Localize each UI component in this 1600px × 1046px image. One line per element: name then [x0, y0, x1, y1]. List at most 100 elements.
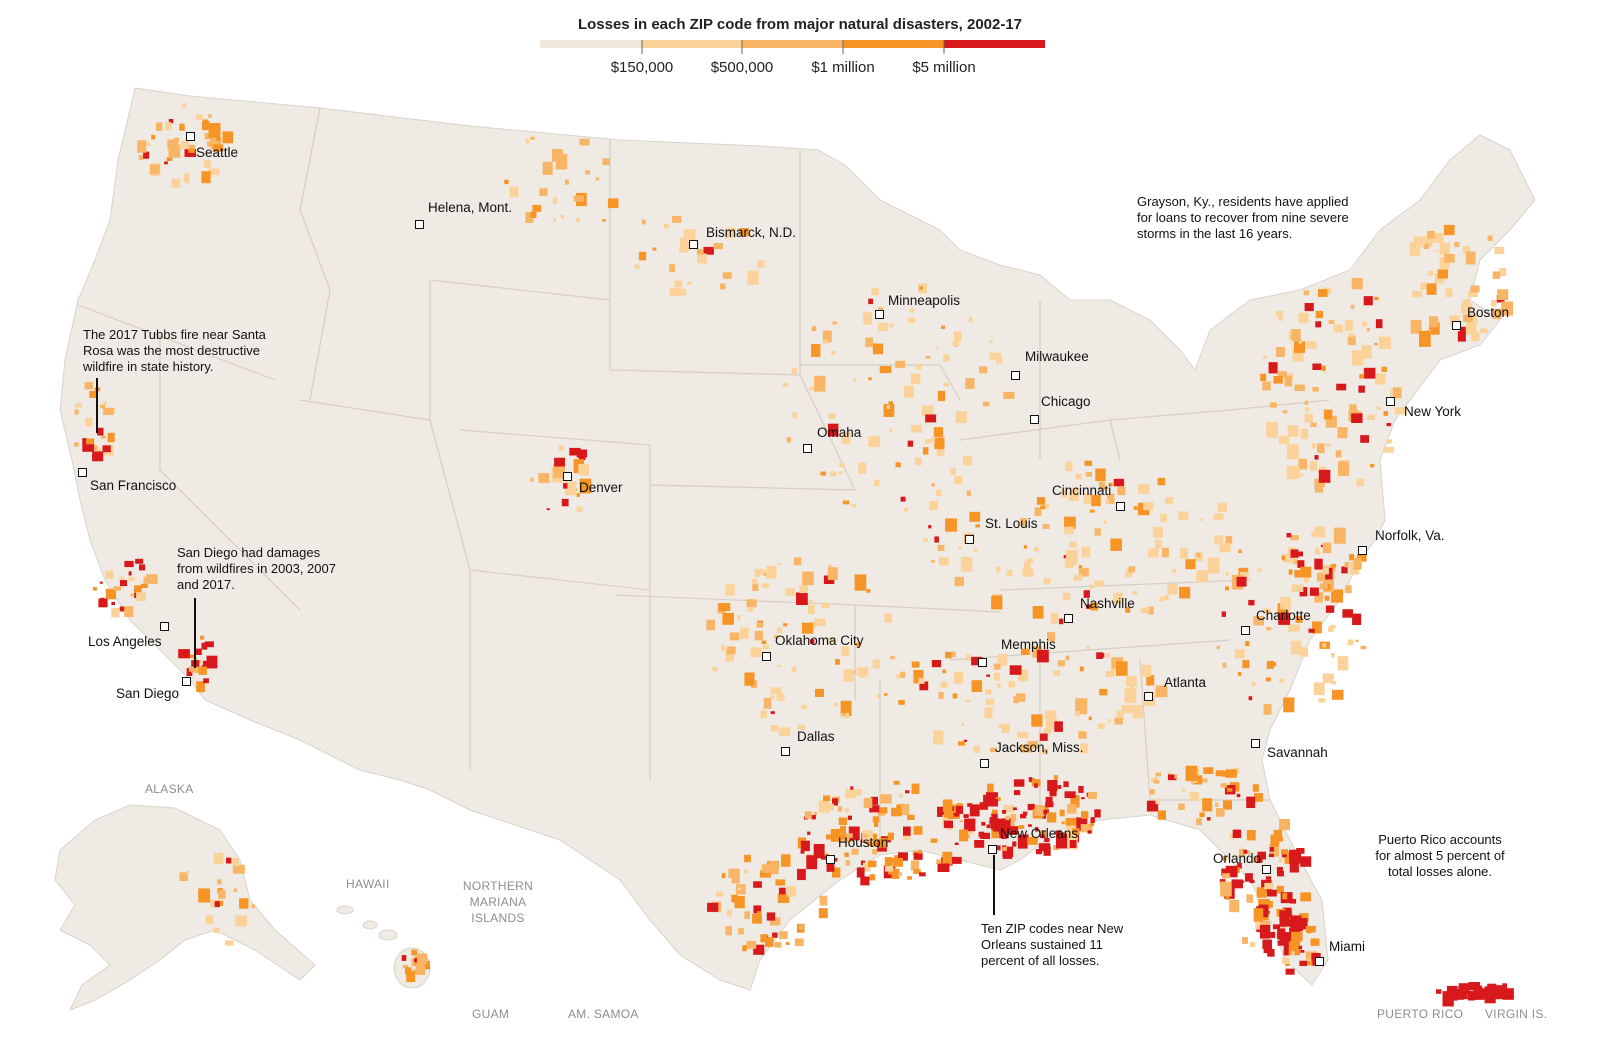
- loss-patch: [1322, 567, 1329, 575]
- loss-patch: [850, 786, 854, 790]
- loss-patch: [913, 670, 924, 684]
- loss-patch: [925, 355, 931, 359]
- loss-patch: [862, 862, 871, 872]
- loss-patch: [1140, 607, 1150, 614]
- loss-patch: [140, 583, 148, 589]
- loss-patch: [105, 570, 114, 579]
- city-label-jackson: Jackson, Miss.: [995, 740, 1084, 755]
- loss-patch: [893, 780, 900, 785]
- loss-patch: [1072, 828, 1080, 835]
- loss-patch: [986, 674, 990, 677]
- loss-patch: [1364, 367, 1376, 379]
- region-label-northern-mariana: NORTHERN MARIANA ISLANDS: [462, 879, 534, 925]
- loss-patch: [889, 428, 893, 433]
- city-label-milwaukee: Milwaukee: [1025, 349, 1089, 364]
- loss-patch: [1299, 473, 1304, 477]
- loss-patch: [1178, 803, 1185, 810]
- loss-patch: [1460, 326, 1466, 332]
- loss-patch: [703, 246, 714, 255]
- loss-patch: [1463, 298, 1470, 304]
- loss-patch: [869, 805, 880, 813]
- city-label-new-york: New York: [1404, 404, 1462, 419]
- loss-patch: [922, 405, 934, 416]
- loss-patch: [801, 705, 808, 709]
- loss-patch: [1253, 616, 1264, 626]
- loss-patch: [1215, 770, 1225, 777]
- loss-patch: [1328, 626, 1334, 632]
- loss-patch: [800, 850, 805, 854]
- loss-patch: [74, 403, 83, 408]
- loss-patch: [1096, 652, 1103, 659]
- city-label-nashville: Nashville: [1080, 596, 1135, 611]
- loss-patch: [872, 816, 880, 823]
- loss-patch: [1238, 848, 1246, 858]
- loss-patch: [807, 604, 815, 614]
- loss-patch: [111, 601, 115, 606]
- loss-patch: [737, 887, 742, 891]
- loss-patch: [1285, 963, 1290, 966]
- loss-patch: [1304, 413, 1313, 423]
- loss-patch: [146, 574, 158, 584]
- loss-patch: [1413, 236, 1425, 247]
- loss-patch: [1103, 520, 1107, 525]
- loss-patch: [168, 144, 181, 158]
- loss-patch: [1132, 590, 1138, 595]
- loss-patch: [99, 404, 106, 409]
- loss-patch: [998, 820, 1011, 834]
- loss-patch: [1225, 536, 1233, 544]
- loss-patch: [1285, 968, 1295, 975]
- loss-patch: [641, 219, 646, 225]
- loss-patch: [1294, 341, 1306, 353]
- loss-patch: [1467, 991, 1475, 1001]
- loss-patch: [1031, 779, 1041, 787]
- loss-patch: [1288, 624, 1300, 632]
- loss-patch: [1226, 788, 1233, 792]
- loss-patch: [1078, 785, 1084, 793]
- loss-patch: [1300, 647, 1309, 657]
- loss-patch: [134, 585, 142, 593]
- loss-patch: [1328, 320, 1335, 325]
- loss-patch: [1322, 542, 1332, 554]
- loss-patch: [1492, 271, 1501, 279]
- loss-patch: [634, 264, 640, 269]
- loss-patch: [128, 571, 132, 576]
- loss-patch: [1022, 811, 1028, 816]
- loss-patch: [1333, 324, 1343, 333]
- city-label-memphis: Memphis: [1001, 637, 1056, 652]
- loss-patch: [1062, 592, 1071, 601]
- loss-patch: [1002, 847, 1013, 859]
- loss-patch: [1113, 592, 1124, 604]
- loss-patch: [770, 687, 782, 694]
- loss-patch: [1086, 646, 1090, 650]
- loss-patch: [794, 938, 804, 946]
- loss-patch: [1128, 566, 1136, 573]
- loss-patch: [798, 924, 804, 930]
- loss-patch: [235, 915, 247, 927]
- loss-patch: [998, 724, 1004, 728]
- loss-patch: [1317, 443, 1325, 454]
- city-label-helena: Helena, Mont.: [428, 200, 513, 215]
- loss-patch: [1061, 821, 1065, 825]
- loss-patch: [1336, 383, 1347, 391]
- loss-patch: [1075, 473, 1082, 480]
- loss-patch: [1107, 718, 1111, 723]
- loss-patch: [1108, 482, 1113, 487]
- loss-patch: [1042, 524, 1050, 529]
- loss-patch: [706, 619, 716, 631]
- loss-patch: [722, 612, 734, 625]
- loss-patch: [923, 538, 928, 542]
- loss-patch: [1087, 830, 1092, 834]
- loss-patch: [119, 576, 125, 582]
- loss-patch: [205, 915, 214, 925]
- loss-patch: [1454, 989, 1463, 999]
- loss-patch: [804, 811, 812, 819]
- loss-patch: [772, 932, 778, 938]
- loss-patch: [934, 437, 945, 450]
- loss-patch: [1258, 899, 1270, 909]
- loss-patch: [576, 493, 580, 497]
- loss-patch: [1300, 892, 1311, 902]
- loss-patch: [1003, 804, 1014, 813]
- loss-patch: [785, 942, 790, 945]
- loss-patch: [1286, 533, 1292, 538]
- loss-patch: [216, 137, 221, 141]
